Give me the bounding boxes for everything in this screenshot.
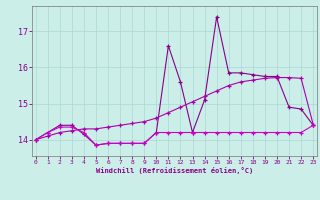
X-axis label: Windchill (Refroidissement éolien,°C): Windchill (Refroidissement éolien,°C) bbox=[96, 167, 253, 174]
